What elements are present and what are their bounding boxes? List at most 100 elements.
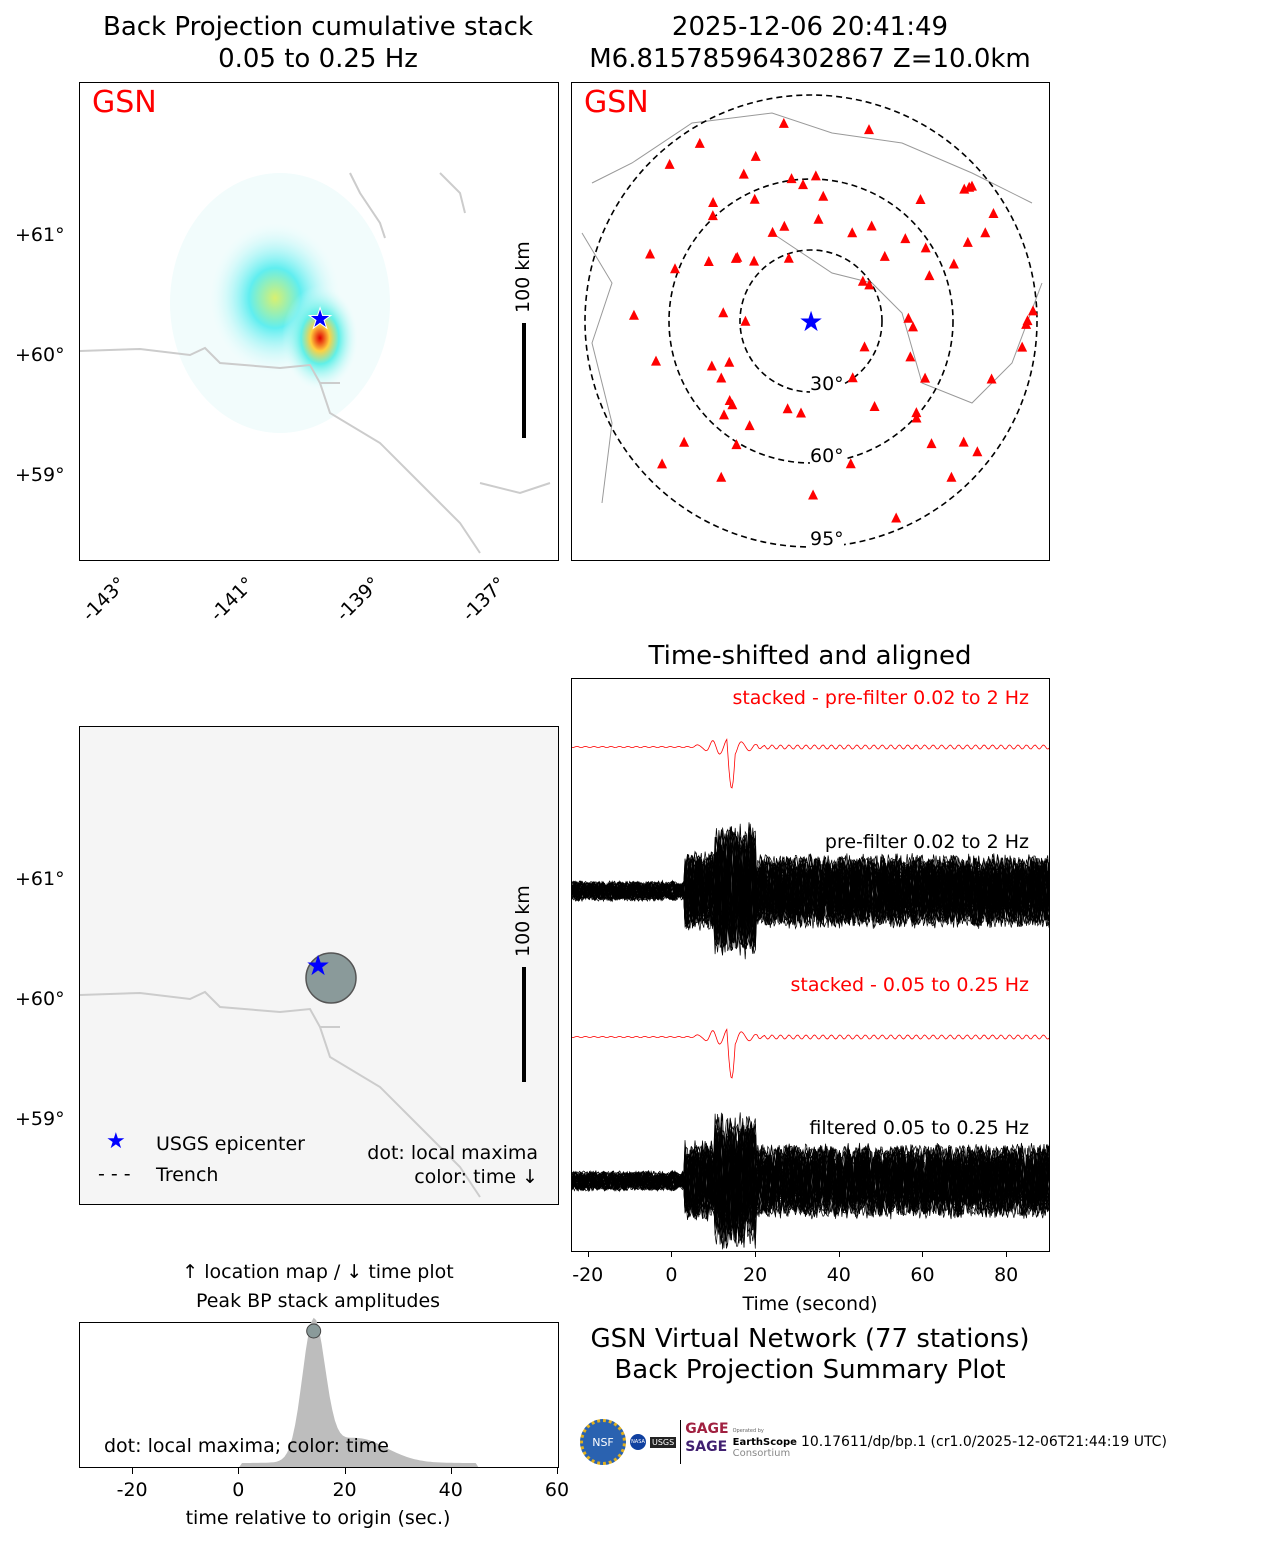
trace-label: stacked - pre-filter 0.02 to 2 Hz (732, 687, 1029, 709)
station-triangle-icon (966, 180, 977, 191)
station-triangle-icon (744, 420, 755, 431)
consortium-text: Consortium (732, 1447, 791, 1459)
station-triangle-icon (731, 439, 742, 450)
tick-mark (132, 1468, 134, 1474)
station-triangle-icon (986, 373, 997, 384)
station-triangle-icon (920, 242, 931, 253)
station-map: ★ (581, 94, 1043, 548)
ring-label: 30° (810, 373, 844, 395)
station-triangle-icon (798, 179, 809, 190)
station-triangle-icon (959, 183, 970, 194)
location-map-panel: ★ 100 km ★ USGS epicenter - - - Trench d… (79, 726, 559, 1205)
station-triangle-icon (670, 263, 681, 274)
station-triangle-icon (915, 193, 926, 204)
waveform-xtick: 20 (743, 1264, 768, 1286)
station-triangle-icon (962, 236, 973, 247)
event-time: 2025-12-06 20:41:49 (671, 12, 949, 42)
waveform-xtick: 0 (665, 1264, 678, 1286)
lon-tick: -139° (332, 572, 385, 626)
sage-text: SAGE (685, 1439, 728, 1455)
local-maxima-dot (306, 1323, 322, 1339)
usgs-logo: USGS (650, 1436, 677, 1448)
event-magnitude: M6.815785964302867 Z=10.0km (589, 44, 1031, 74)
network-label: GSN (92, 85, 157, 120)
station-triangle-icon (664, 158, 675, 169)
waveform-xtick: 60 (910, 1264, 935, 1286)
waveform-xtick: 80 (994, 1264, 1019, 1286)
station-triangle-icon (628, 309, 639, 320)
peak-xtick: 60 (544, 1479, 570, 1501)
station-triangle-icon (911, 412, 922, 423)
lon-tick: -143° (78, 572, 131, 626)
tick-mark (557, 1468, 558, 1474)
station-triangle-icon (907, 321, 918, 332)
peak-xtick: 20 (332, 1479, 357, 1501)
legend-trench: Trench (156, 1164, 219, 1186)
lat-tick: +60° (15, 344, 65, 366)
waveform-trace (572, 836, 1049, 953)
station-triangle-icon (1017, 341, 1028, 352)
station-triangle-icon (703, 256, 714, 267)
waveform-plot (572, 738, 1049, 1250)
station-triangle-icon (708, 196, 719, 207)
station-triangle-icon (767, 226, 778, 237)
station-triangle-icon (679, 436, 690, 447)
legend-star-icon: ★ (106, 1129, 126, 1154)
station-triangle-icon (847, 227, 858, 238)
station-triangle-icon (796, 407, 807, 418)
lat-tick: +61° (15, 868, 65, 890)
station-triangle-icon (946, 471, 957, 482)
station-triangle-icon (724, 356, 735, 367)
station-triangle-icon (750, 150, 761, 161)
tick-mark (922, 1251, 924, 1257)
tick-mark (838, 1251, 840, 1257)
station-triangle-icon (857, 275, 868, 286)
trace-label: pre-filter 0.02 to 2 Hz (824, 831, 1029, 853)
station-triangle-icon (926, 438, 937, 449)
bp-title-1: Back Projection cumulative stack (102, 12, 534, 42)
station-triangle-icon (786, 173, 797, 184)
station-triangle-icon (879, 250, 890, 261)
station-triangle-icon (813, 213, 824, 224)
station-triangle-icon (778, 117, 789, 128)
station-triangle-icon (920, 372, 931, 383)
station-triangle-icon (905, 351, 916, 362)
station-triangle-icon (783, 252, 794, 263)
station-triangle-icon (706, 360, 717, 371)
gage-sage-logo: GAGE SAGE (680, 1420, 729, 1464)
stacked-filtered-trace (572, 1028, 1049, 1079)
station-triangle-icon (988, 208, 999, 219)
summary-title-1: GSN Virtual Network (77 stations) (590, 1324, 1030, 1354)
station-triangle-icon (718, 409, 729, 420)
trace-label: filtered 0.05 to 0.25 Hz (809, 1117, 1029, 1139)
ring-label: 60° (810, 445, 844, 467)
waveform-title: Time-shifted and aligned (648, 641, 972, 671)
gage-text: GAGE (685, 1421, 729, 1437)
station-triangle-icon (718, 307, 729, 318)
waveform-trace (572, 1121, 1049, 1249)
station-triangle-icon (1021, 318, 1032, 329)
tick-mark (671, 1251, 673, 1257)
waveform-xtick: 40 (826, 1264, 851, 1286)
peak-plot (80, 1317, 558, 1467)
station-triangle-icon (866, 220, 877, 231)
tick-mark (1006, 1251, 1008, 1257)
lon-tick: -141° (206, 572, 259, 626)
legend-dash-icon: - - - (98, 1163, 131, 1185)
waveform-panel: stacked - pre-filter 0.02 to 2 Hz pre-fi… (571, 678, 1050, 1252)
epicenter-star-icon: ★ (307, 302, 332, 335)
lat-tick: +61° (15, 224, 65, 246)
local-maxima-dot (305, 952, 357, 1004)
peak-xtick: 0 (232, 1479, 245, 1501)
waveform-xlabel: Time (second) (742, 1293, 878, 1315)
lon-tick: -137° (458, 572, 511, 626)
lake-lines (349, 172, 551, 495)
nsf-logo: NSF (580, 1419, 626, 1465)
waveform-trace (572, 1124, 1049, 1242)
lat-tick: +59° (15, 1108, 65, 1130)
station-triangle-icon (749, 255, 760, 266)
filtered-traces (572, 1112, 1049, 1250)
station-triangle-icon (972, 446, 983, 457)
station-triangle-icon (782, 403, 793, 414)
